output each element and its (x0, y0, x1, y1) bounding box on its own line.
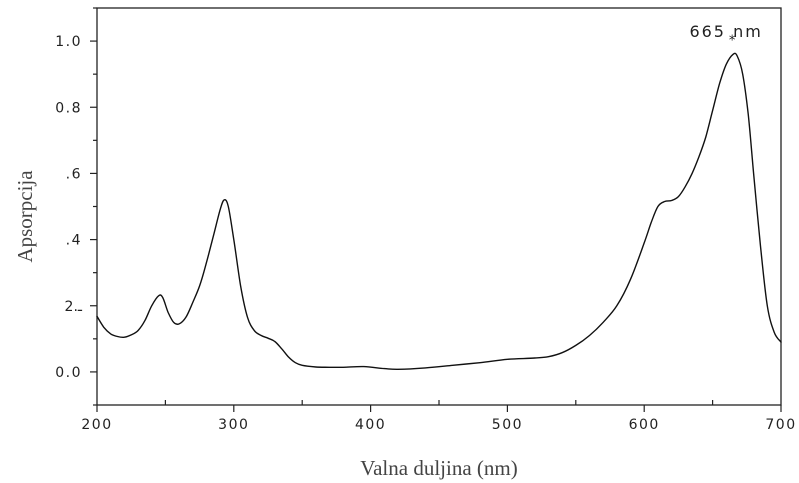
y-tick-label: .4 (66, 233, 82, 249)
axis-ticks (90, 7, 782, 412)
x-tick-label: 300 (218, 417, 249, 433)
y-tick-label: 0.8 (55, 100, 82, 116)
axis-tick-labels: 200 300 400 500 600 700 0.0 ـ.2 .4 .6 0.8 1.0 (55, 34, 796, 433)
x-tick-label: 400 (355, 417, 386, 433)
spectrum-line (96, 52, 782, 371)
x-tick-label: 500 (492, 417, 523, 433)
x-tick-label: 700 (765, 417, 796, 433)
peak-annotation-label: 665 nm (689, 22, 762, 41)
y-axis-title: Apsorpcija (13, 170, 37, 263)
y-tick-label: 1.0 (55, 34, 82, 50)
x-tick-label: 600 (629, 417, 660, 433)
x-tick-label: 200 (81, 417, 112, 433)
y-tick-label: .6 (66, 166, 82, 182)
y-tick-label: ـ.2 (65, 299, 83, 315)
peak-annotation-marker: * (729, 33, 736, 48)
y-tick-label: 0.0 (55, 365, 82, 381)
plot-frame (96, 7, 782, 406)
x-axis-title: Valna duljina (nm) (360, 456, 517, 480)
